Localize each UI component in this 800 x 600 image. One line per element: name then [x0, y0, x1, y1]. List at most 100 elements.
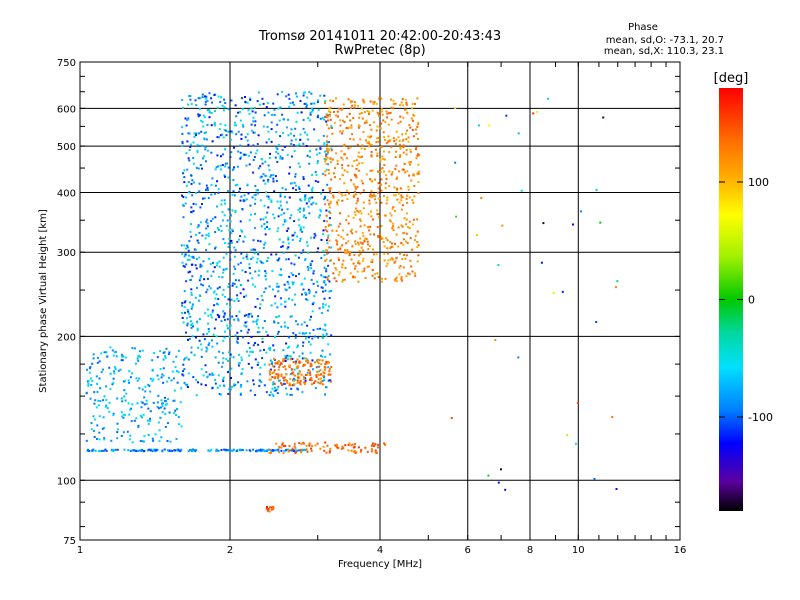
data-point	[282, 241, 285, 244]
data-point	[285, 373, 288, 376]
data-point	[192, 210, 195, 213]
data-point	[287, 336, 290, 339]
data-point	[370, 450, 373, 453]
data-point	[347, 215, 350, 218]
data-point	[180, 387, 183, 390]
data-point	[223, 268, 226, 271]
data-point	[109, 387, 112, 390]
data-point	[366, 450, 369, 453]
data-point	[290, 142, 293, 145]
data-point	[176, 381, 179, 384]
data-point	[328, 223, 331, 226]
data-point	[222, 238, 225, 241]
data-point	[343, 169, 346, 172]
data-point	[325, 168, 328, 171]
data-point	[359, 253, 362, 256]
data-point	[269, 448, 272, 451]
data-point	[400, 276, 403, 279]
data-point	[329, 212, 332, 214]
data-point	[287, 134, 290, 137]
data-point	[306, 450, 309, 453]
data-point	[297, 361, 300, 364]
data-point	[227, 246, 230, 248]
data-point	[302, 142, 305, 145]
data-point	[250, 107, 253, 110]
data-point	[328, 246, 331, 249]
data-point	[246, 133, 249, 136]
data-point	[125, 392, 128, 395]
data-point	[103, 427, 106, 429]
data-point	[277, 374, 280, 377]
data-point	[282, 118, 285, 121]
data-point	[160, 399, 163, 402]
data-point	[175, 414, 177, 416]
data-point	[262, 173, 265, 176]
data-point	[226, 190, 229, 193]
data-point	[368, 124, 371, 127]
data-point	[330, 147, 333, 150]
data-point	[219, 164, 222, 167]
data-point	[283, 283, 286, 286]
data-point	[323, 157, 326, 160]
data-point	[399, 154, 402, 157]
data-point	[292, 379, 295, 382]
data-point	[475, 234, 478, 237]
data-point	[204, 95, 206, 98]
data-point	[198, 339, 201, 342]
data-point	[399, 252, 401, 255]
data-point	[269, 176, 272, 178]
data-point	[346, 170, 349, 173]
data-point	[406, 201, 409, 204]
data-point	[162, 381, 165, 384]
data-point	[339, 178, 342, 180]
data-point	[305, 292, 307, 295]
data-point	[196, 321, 199, 324]
data-point	[409, 237, 412, 240]
data-point	[352, 183, 355, 186]
data-point	[164, 426, 167, 428]
data-point	[231, 284, 234, 287]
data-point	[190, 288, 193, 291]
data-point	[312, 282, 315, 285]
data-point	[341, 164, 344, 167]
data-point	[313, 335, 316, 338]
data-point	[272, 383, 274, 386]
data-point	[377, 443, 379, 446]
data-point	[186, 258, 189, 261]
data-point	[323, 197, 326, 200]
data-point	[298, 332, 301, 335]
data-point	[123, 448, 126, 451]
data-point	[235, 124, 238, 127]
data-point	[351, 245, 354, 248]
data-point	[347, 444, 350, 446]
data-point	[381, 110, 384, 113]
data-point	[273, 349, 276, 352]
data-point	[241, 123, 244, 126]
data-point	[298, 186, 300, 189]
data-point	[254, 193, 257, 196]
data-point	[258, 331, 261, 333]
data-point	[380, 235, 383, 238]
data-point	[319, 208, 322, 211]
data-point	[273, 449, 276, 452]
data-point	[334, 444, 337, 447]
data-point	[271, 393, 274, 396]
data-point	[335, 97, 337, 100]
data-point	[280, 213, 283, 216]
data-point	[416, 125, 419, 128]
data-point	[261, 97, 264, 100]
data-point	[405, 149, 408, 152]
data-point	[160, 376, 163, 379]
data-point	[377, 171, 380, 173]
colorbar-unit: [deg]	[714, 71, 749, 86]
data-point	[182, 370, 184, 373]
data-point	[379, 183, 382, 186]
data-point	[217, 303, 220, 306]
data-point	[401, 133, 404, 136]
data-point	[302, 363, 305, 366]
data-point	[196, 239, 199, 242]
data-point	[205, 371, 208, 374]
data-point	[195, 336, 197, 339]
data-point	[103, 395, 106, 398]
data-point	[227, 176, 230, 179]
